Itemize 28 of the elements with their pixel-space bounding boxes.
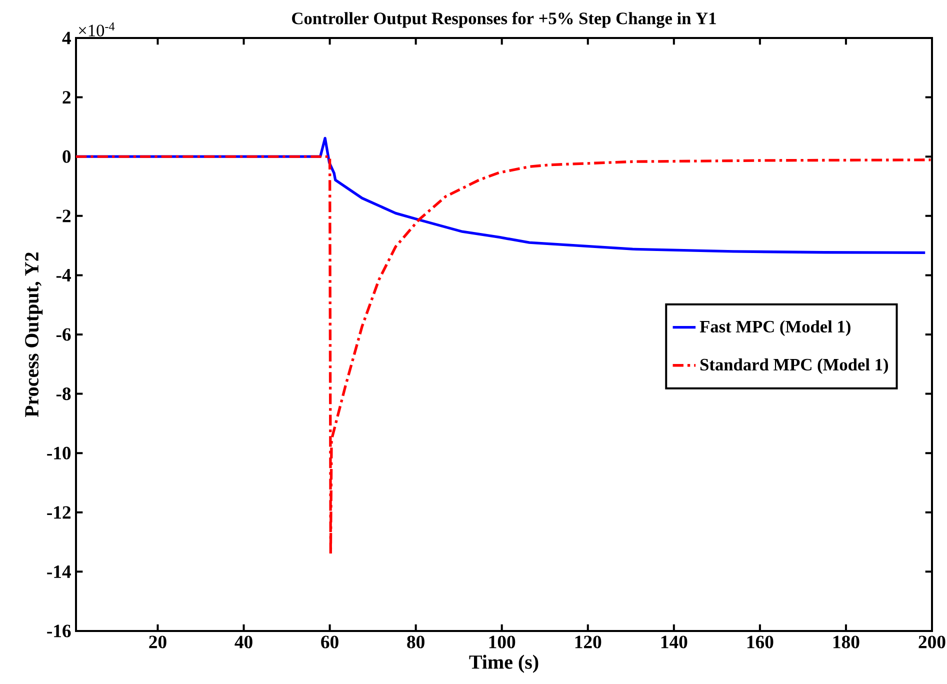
legend-label: Standard MPC (Model 1)	[700, 358, 888, 374]
line-series	[76, 155, 932, 556]
y-tick-label: -4	[56, 269, 71, 282]
x-tick-label: 140	[661, 636, 688, 648]
x-tick-label: 100	[489, 636, 516, 648]
x-tick-label: 80	[407, 636, 424, 648]
x-tick-label: 20	[149, 636, 166, 648]
y-tick-label: -10	[47, 446, 71, 460]
x-tick-label: 120	[575, 636, 602, 648]
x-tick-label: 200	[918, 636, 946, 648]
x-axis-title: Time (s)	[469, 654, 538, 673]
x-tick-label: 40	[234, 636, 252, 648]
y-tick-label: -12	[47, 506, 70, 519]
x-tick-label: 180	[833, 636, 860, 648]
legend-label: Fast MPC (Model 1)	[700, 320, 850, 336]
y-tick-label: 0	[62, 150, 71, 163]
y-axis-title: Process Output, Y2	[25, 252, 43, 418]
y-tick-label: -14	[47, 566, 71, 578]
y-tick-label: -6	[56, 328, 71, 341]
y-tick-label: -8	[56, 387, 71, 400]
y-tick-label: 4	[62, 32, 71, 44]
x-tick-label: 60	[321, 636, 338, 648]
x-tick-label: 160	[747, 636, 774, 648]
y-tick-label: -16	[47, 624, 71, 638]
y-tick-label: 2	[62, 91, 70, 104]
y-tick-label: -2	[56, 210, 70, 222]
text: ×10$^{-4}$	[78, 22, 115, 36]
chart-title: Controller Output Responses for +5% Step Change in Y1	[292, 12, 716, 28]
